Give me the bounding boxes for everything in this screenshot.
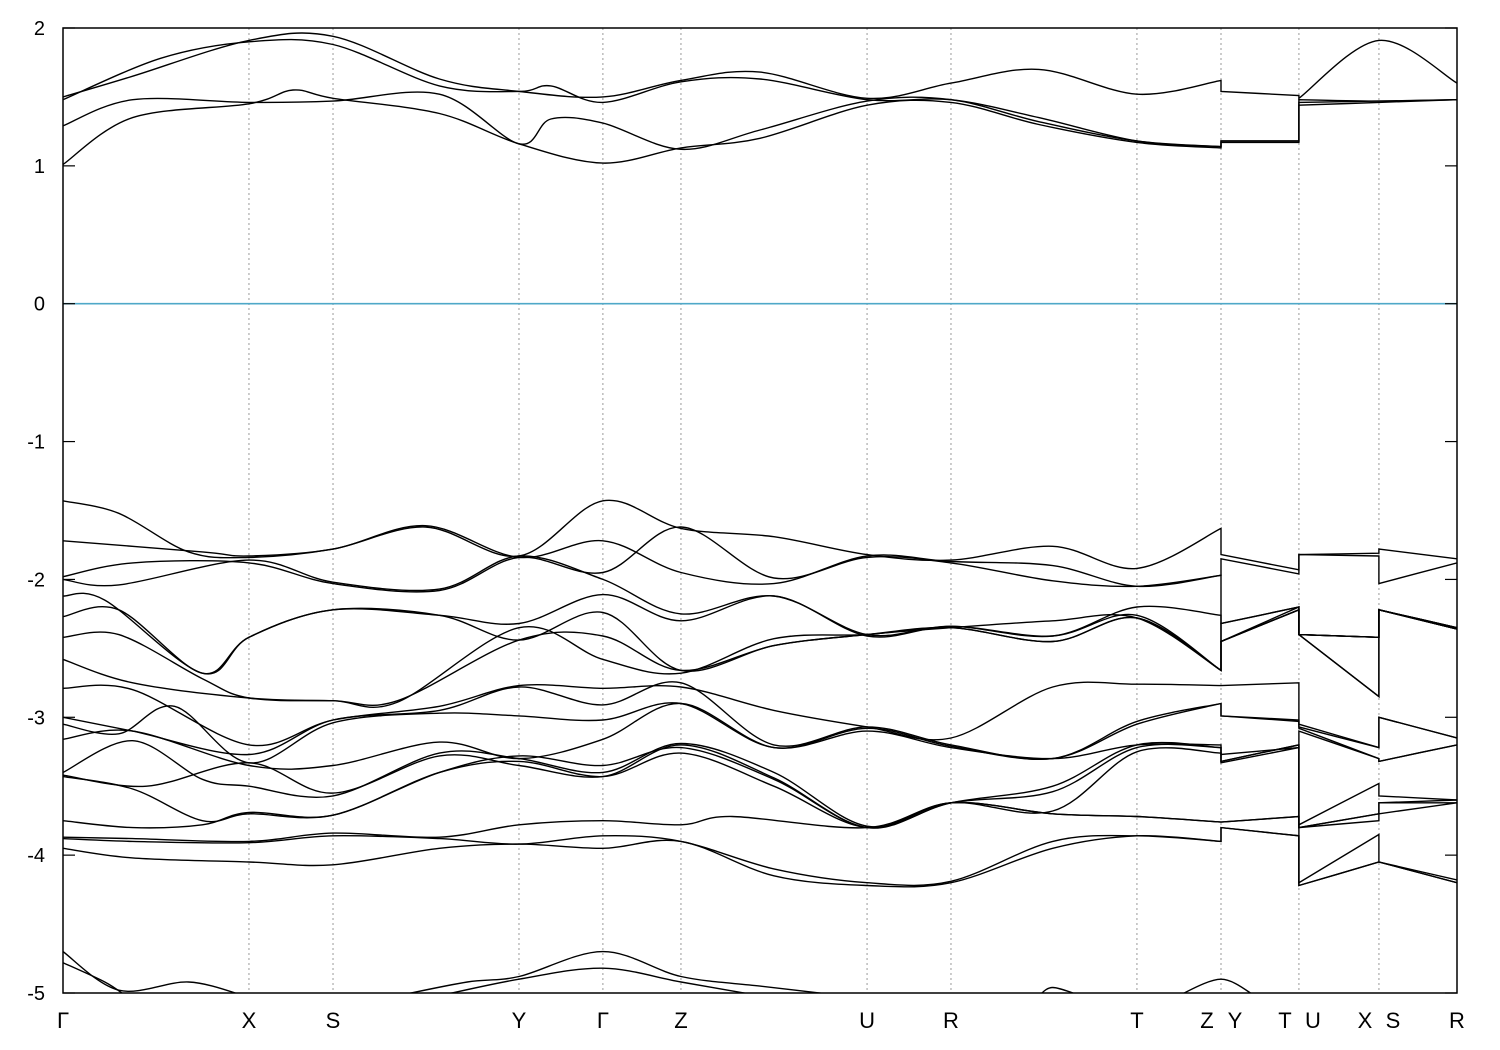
band-line-27 — [1040, 986, 1075, 993]
band-line-18 — [63, 746, 1457, 829]
band-line-20 — [63, 801, 1457, 884]
band-line-13 — [63, 681, 1457, 760]
kpoint-label: Z — [1200, 1008, 1213, 1033]
band-line-14 — [63, 702, 1457, 764]
band-line-23 — [63, 951, 238, 993]
kpoint-label: X — [242, 1008, 257, 1033]
kpoint-label: Z — [674, 1008, 687, 1033]
kpoint-label: T — [1278, 1008, 1291, 1033]
kpoint-label: R — [943, 1008, 959, 1033]
band-line-26 — [448, 967, 748, 993]
band-line-24 — [63, 962, 124, 993]
band-line-5 — [63, 524, 1457, 588]
band-line-11 — [63, 608, 1457, 709]
kpoint-label: T — [1130, 1008, 1143, 1033]
y-tick-label: -3 — [27, 707, 45, 729]
band-line-9 — [63, 606, 1457, 675]
band-line-22 — [63, 826, 1457, 888]
kpoint-label: R — [1449, 1008, 1465, 1033]
kpoint-label: Y — [1228, 1008, 1243, 1033]
band-line-8 — [63, 592, 1457, 699]
band-line-0 — [63, 32, 1457, 100]
band-line-17 — [63, 743, 1457, 829]
kpoint-label: Γ — [57, 1008, 69, 1033]
band-line-21 — [63, 826, 1457, 887]
y-tick-label: -1 — [27, 432, 45, 454]
kpoint-gridlines — [248, 28, 1380, 993]
band-line-4 — [63, 499, 1457, 571]
band-line-10 — [63, 608, 1457, 707]
band-line-2 — [63, 91, 1457, 151]
kpoint-label: X — [1358, 1008, 1373, 1033]
kpoint-label: S — [326, 1008, 341, 1033]
kpoint-label: S — [1386, 1008, 1401, 1033]
band-line-6 — [63, 526, 1457, 639]
kpoint-label: Γ — [597, 1008, 609, 1033]
band-lines — [63, 32, 1457, 993]
band-line-25 — [407, 950, 826, 993]
band-line-15 — [63, 702, 1457, 770]
y-tick-label: 2 — [34, 18, 45, 40]
plot-frame — [62, 27, 1458, 994]
kpoint-label: U — [859, 1008, 875, 1033]
band-line-12 — [63, 681, 1457, 749]
y-tick-label: 1 — [34, 156, 45, 178]
kpoint-label: Y — [512, 1008, 527, 1033]
y-tick-label: -2 — [27, 569, 45, 591]
y-tick-label: -5 — [27, 983, 45, 1005]
y-tick-label: -4 — [27, 845, 45, 867]
kpoint-label: U — [1305, 1008, 1321, 1033]
y-tick-label: 0 — [34, 294, 45, 316]
band-line-3 — [63, 89, 1457, 166]
band-line-28 — [1182, 978, 1252, 993]
y-axis-ticks: -5 -4 -3 -2 -1 0 1 2 — [27, 18, 1457, 1005]
